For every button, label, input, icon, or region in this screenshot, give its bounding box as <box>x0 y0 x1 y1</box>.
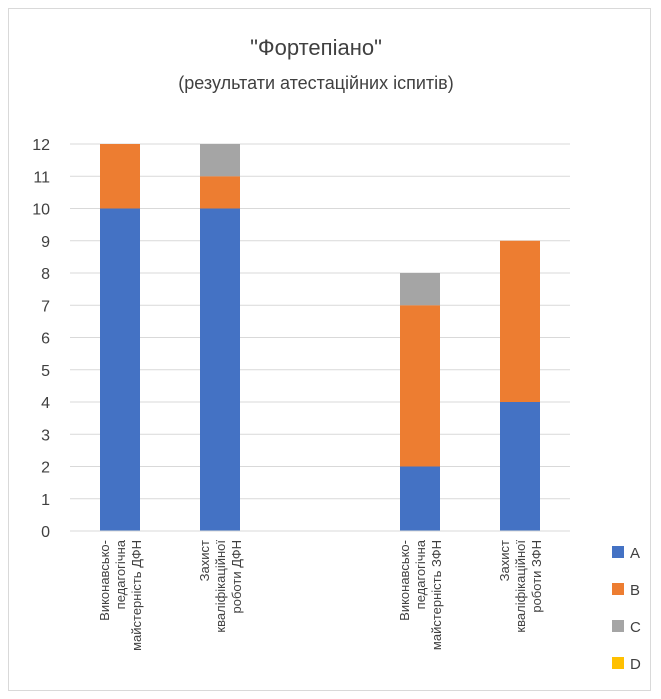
category-label: Захист кваліфікаційної роботи ДФН <box>197 540 244 633</box>
category-label-line: педагогічна <box>113 539 128 609</box>
bar-segment-B <box>400 305 440 467</box>
y-tick-label: 11 <box>33 169 50 186</box>
legend-swatch <box>612 583 624 595</box>
legend-swatch <box>612 546 624 558</box>
y-tick-label: 5 <box>41 363 50 380</box>
chart-title: "Фортепіано" <box>250 35 382 60</box>
y-tick-label: 6 <box>41 331 50 348</box>
category-label-line: Виконавсько- <box>97 540 112 621</box>
legend-label: A <box>630 545 640 562</box>
category-label-line: педагогічна <box>413 539 428 609</box>
bar-segment-B <box>200 176 240 209</box>
gridlines <box>70 143 570 500</box>
legend-swatch <box>612 620 624 632</box>
category-label: Виконавсько-педагогічна майстерність ДФН <box>97 539 144 651</box>
bar-segment-A <box>100 208 140 531</box>
category-labels: Виконавсько-педагогічна майстерність ДФН З… <box>97 539 544 651</box>
legend-item-A: A <box>612 545 640 562</box>
y-tick-label: 2 <box>41 460 50 477</box>
category-label-line: кваліфікаційної <box>513 540 528 633</box>
category-label-line: майстерність ДФН <box>129 540 144 651</box>
y-tick-label: 3 <box>41 427 50 444</box>
category-label-line: роботи ЗФН <box>529 540 544 613</box>
category-label-line: Захист <box>197 540 212 581</box>
bar-segment-B <box>100 144 140 209</box>
legend-item-C: C <box>612 619 641 636</box>
legend-label: C <box>630 619 641 636</box>
y-tick-label: 0 <box>41 524 50 541</box>
bar-segment-A <box>500 402 540 531</box>
category-label: Захист кваліфікаційної роботи ЗФН <box>497 540 544 633</box>
category-label-line: роботи ДФН <box>229 540 244 613</box>
legend: A B C D <box>612 545 641 673</box>
legend-label: B <box>630 582 640 599</box>
category-label: Виконавсько-педагогічна майстерність ЗФН <box>397 539 444 650</box>
bar-segment-A <box>200 208 240 531</box>
category-label-line: Виконавсько- <box>397 540 412 621</box>
y-tick-label: 9 <box>41 234 50 251</box>
bar-segment-B <box>500 240 540 402</box>
y-tick-label: 1 <box>41 492 50 509</box>
bar-segment-C <box>400 273 440 306</box>
legend-item-D: D <box>612 656 641 673</box>
chart-subtitle: (результати атестаційних іспитів) <box>178 73 453 93</box>
y-tick-label: 10 <box>32 202 50 219</box>
legend-swatch <box>612 657 624 669</box>
y-tick-label: 7 <box>41 298 50 315</box>
bars <box>100 144 540 531</box>
category-label-line: Захист <box>497 540 512 581</box>
bar-segment-C <box>200 144 240 177</box>
legend-item-B: B <box>612 582 640 599</box>
category-label-line: майстерність ЗФН <box>429 540 444 650</box>
legend-label: D <box>630 656 641 673</box>
y-tick-label: 4 <box>41 395 50 412</box>
bar-segment-A <box>400 466 440 531</box>
category-label-line: кваліфікаційної <box>213 540 228 633</box>
y-tick-label: 8 <box>41 266 50 283</box>
y-tick-label: 12 <box>32 137 50 154</box>
